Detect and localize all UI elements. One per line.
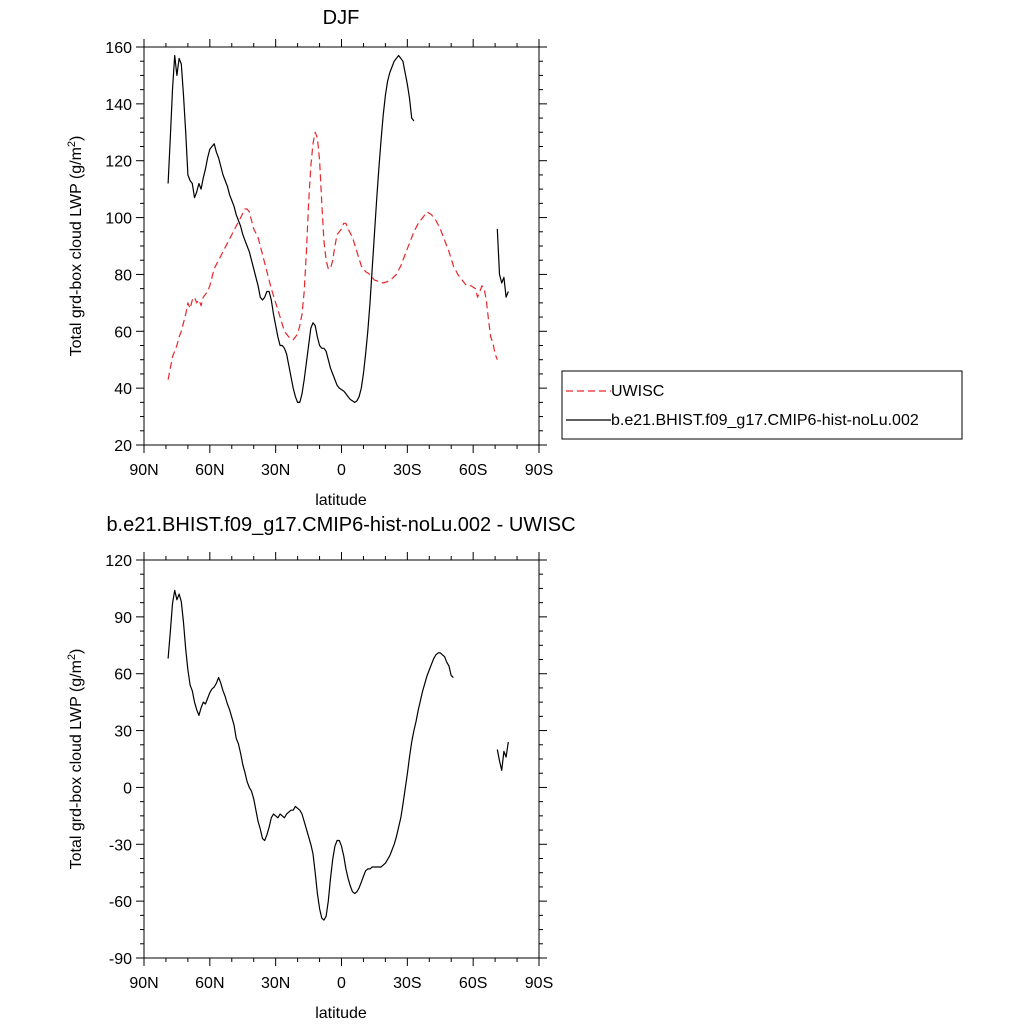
bottom-y-axis-title: Total grd-box cloud LWP (g/m2) (66, 649, 85, 870)
top-y-tick-label: 100 (105, 211, 132, 228)
bottom-y-axis-title-main: Total grd-box cloud LWP (g/m (68, 660, 85, 869)
bottom-series-model-line (167, 589, 454, 921)
bottom-x-axis-title: latitude (315, 1005, 367, 1022)
bottom-series-model-line (496, 741, 509, 772)
top-y-tick-label: 20 (114, 438, 132, 455)
top-y-tick-label: 40 (114, 381, 132, 398)
bottom-x-tick-label: 30N (261, 975, 290, 992)
top-plot-frame (143, 46, 540, 446)
bottom-y-tick-label: 120 (105, 553, 132, 570)
bottom-x-tick-label: 60N (195, 975, 224, 992)
top-y-axis-title-main: Total grd-box cloud LWP (g/m (68, 147, 85, 356)
bottom-y-tick-label: -90 (109, 951, 132, 968)
top-panel: DJF 90N 60N 30N 0 30S 60S 90S 20 40 60 80 100 120 140… (66, 7, 963, 509)
top-y-tick-label: 140 (105, 97, 132, 114)
bottom-series (167, 589, 509, 921)
legend-label-uwisc: UWISC (611, 383, 664, 400)
top-x-tick-label: 90N (129, 462, 158, 479)
top-series-model-line (167, 54, 415, 403)
bottom-plot-frame (143, 559, 540, 959)
top-x-axis-title: latitude (315, 492, 367, 509)
bottom-x-tick-label: 90N (129, 975, 158, 992)
top-chart-title: DJF (323, 7, 360, 29)
bottom-y-tick-label: 0 (123, 780, 132, 797)
top-y-axis-title: Total grd-box cloud LWP (g/m2) (66, 136, 85, 357)
top-y-tick-label: 60 (114, 324, 132, 341)
top-x-tick-label: 30N (261, 462, 290, 479)
top-series-model-line (496, 228, 509, 298)
bottom-y-tick-label: 60 (114, 667, 132, 684)
top-y-tick-label: 120 (105, 154, 132, 171)
bottom-y-tick-label: -30 (109, 837, 132, 854)
bottom-x-tick-label: 60S (459, 975, 487, 992)
top-x-tick-label: 60S (459, 462, 487, 479)
bottom-y-tick-label: 90 (114, 610, 132, 627)
bottom-panel: b.e21.BHIST.f09_g17.CMIP6-hist-noLu.002 … (66, 514, 576, 1022)
bottom-y-tick-label: -60 (109, 894, 132, 911)
bottom-y-tick-label: 30 (114, 724, 132, 741)
bottom-x-tick-label: 90S (525, 975, 553, 992)
top-axes: 90N 60N 30N 0 30S 60S 90S 20 40 60 80 100 120 140 160 (105, 39, 553, 479)
bottom-y-axis-title-sup: 2 (66, 654, 78, 660)
bottom-axes: 90N 60N 30N 0 30S 60S 90S -90 -60 -30 0 30 60 90 120 (105, 552, 553, 992)
bottom-y-axis-title-tail: ) (68, 649, 85, 654)
bottom-x-tick-label: 30S (393, 975, 421, 992)
bottom-x-tick-label: 0 (337, 975, 346, 992)
legend-box (561, 370, 963, 440)
top-series-uwisc-line (167, 131, 498, 380)
top-x-tick-label: 60N (195, 462, 224, 479)
legend-label-model: b.e21.BHIST.f09_g17.CMIP6-hist-noLu.002 (611, 412, 919, 429)
legend: UWISC b.e21.BHIST.f09_g17.CMIP6-hist-noL… (561, 370, 963, 440)
top-y-tick-label: 80 (114, 267, 132, 284)
bottom-chart-title: b.e21.BHIST.f09_g17.CMIP6-hist-noLu.002 … (106, 514, 575, 536)
top-series (167, 54, 509, 403)
top-y-axis-title-tail: ) (68, 136, 85, 141)
top-x-tick-label: 30S (393, 462, 421, 479)
top-x-tick-label: 90S (525, 462, 553, 479)
top-y-axis-title-sup: 2 (66, 141, 78, 147)
top-y-tick-label: 160 (105, 40, 132, 57)
top-x-tick-label: 0 (337, 462, 346, 479)
